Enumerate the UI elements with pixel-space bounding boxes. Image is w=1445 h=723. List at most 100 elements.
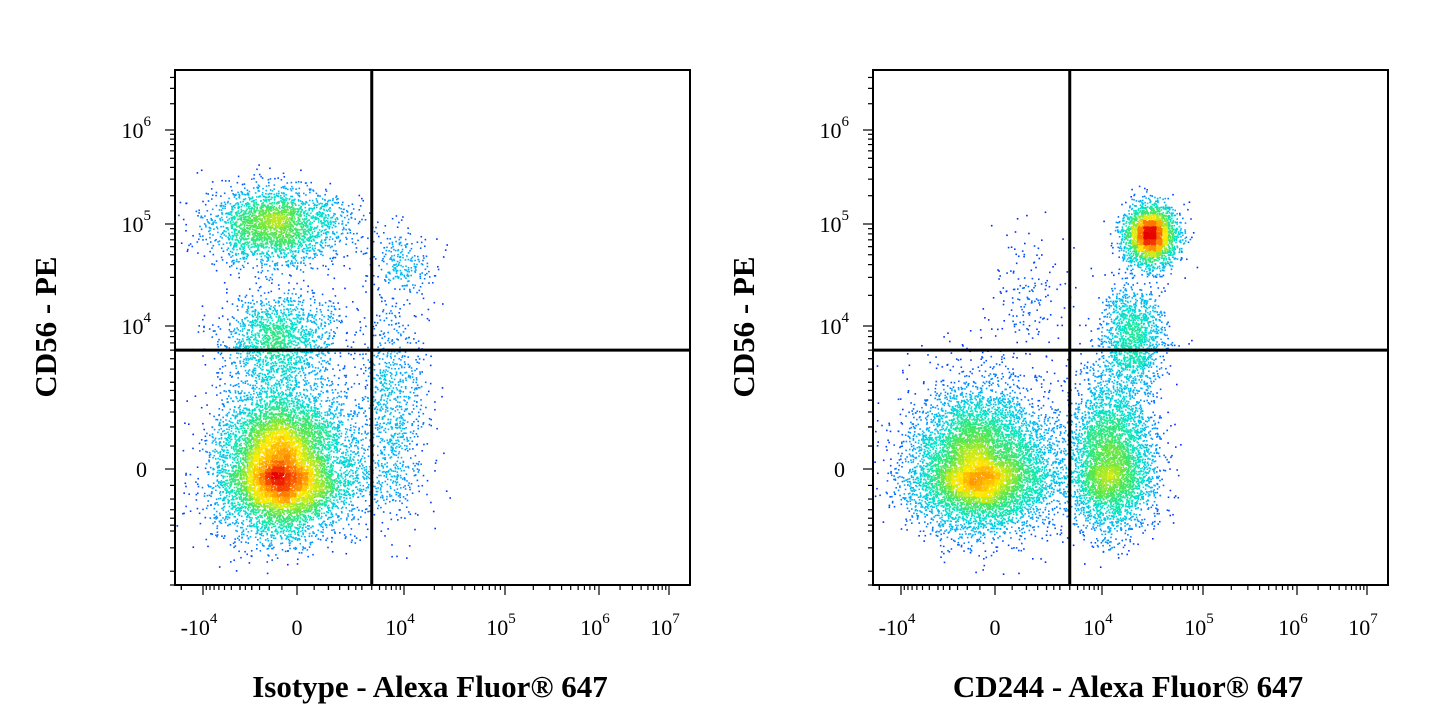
event-dot xyxy=(388,422,391,425)
event-dot xyxy=(292,253,294,255)
event-dot xyxy=(417,340,420,342)
event-dot xyxy=(378,363,381,365)
event-dot xyxy=(234,415,237,418)
event-dot xyxy=(220,474,223,477)
event-dot xyxy=(304,529,306,532)
event-dot xyxy=(251,411,253,413)
event-dot xyxy=(323,219,325,221)
event-dot xyxy=(412,287,415,289)
event-dot xyxy=(379,408,381,411)
event-dot xyxy=(294,262,296,264)
event-dot xyxy=(254,372,257,374)
event-dot xyxy=(404,338,407,340)
event-dot xyxy=(320,323,323,326)
event-dot xyxy=(357,448,359,450)
event-dot xyxy=(207,473,210,476)
event-dot xyxy=(286,376,288,378)
event-dot xyxy=(294,533,297,535)
event-dot xyxy=(220,225,222,228)
event-dot xyxy=(281,273,283,275)
event-dot xyxy=(351,203,354,205)
event-dot xyxy=(228,523,230,526)
event-dot xyxy=(319,403,322,405)
event-dot xyxy=(345,497,348,500)
event-dot xyxy=(340,421,342,424)
event-dot xyxy=(327,546,329,549)
event-dot xyxy=(276,390,278,392)
event-dot xyxy=(326,505,329,508)
event-dot xyxy=(403,410,406,412)
event-dot xyxy=(256,523,258,526)
event-dot xyxy=(299,538,301,541)
event-dot xyxy=(386,471,388,473)
event-dot xyxy=(332,257,334,260)
event-dot xyxy=(239,397,242,399)
event-dot xyxy=(321,386,323,388)
event-dot xyxy=(413,338,415,340)
event-dot xyxy=(326,511,328,513)
event-dot xyxy=(395,387,398,389)
event-dot xyxy=(330,310,333,313)
event-dot xyxy=(218,438,220,440)
event-dot xyxy=(283,366,286,368)
event-dot xyxy=(260,399,263,401)
event-dot xyxy=(212,440,214,442)
event-dot xyxy=(227,440,229,442)
event-dot xyxy=(301,357,304,359)
event-dot xyxy=(350,469,352,471)
event-dot xyxy=(394,305,397,308)
event-dot xyxy=(264,374,267,376)
event-dot xyxy=(404,408,407,410)
event-dot xyxy=(311,357,314,360)
event-dot xyxy=(243,258,245,260)
event-dot xyxy=(260,300,262,302)
event-dot xyxy=(225,227,228,229)
event-dot xyxy=(222,403,225,406)
event-dot xyxy=(213,263,216,266)
event-dot xyxy=(302,372,305,374)
event-dot xyxy=(195,210,198,213)
event-dot xyxy=(329,236,332,238)
event-dot xyxy=(296,321,299,323)
event-dot xyxy=(355,331,357,334)
event-dot xyxy=(211,433,214,435)
event-dot xyxy=(282,377,284,380)
event-dot xyxy=(243,358,245,361)
event-dot xyxy=(327,305,330,308)
event-dot xyxy=(333,445,336,448)
event-dot xyxy=(275,301,277,304)
event-dot xyxy=(243,395,245,398)
event-dot xyxy=(238,295,241,297)
event-dot xyxy=(418,358,421,360)
event-dot xyxy=(213,514,216,516)
event-dot xyxy=(365,466,367,468)
event-dot xyxy=(397,401,399,403)
event-dot xyxy=(256,544,258,546)
event-dot xyxy=(403,422,405,425)
event-dot xyxy=(244,317,246,320)
event-dot xyxy=(395,439,397,442)
event-dot xyxy=(235,529,237,532)
event-dot xyxy=(236,181,239,184)
event-dot xyxy=(397,475,399,477)
event-dot xyxy=(237,392,240,395)
event-dot xyxy=(256,548,258,550)
event-dot xyxy=(327,396,329,399)
event-dot xyxy=(227,336,230,339)
event-dot xyxy=(421,313,423,316)
event-dot xyxy=(363,457,366,459)
event-dot xyxy=(428,270,430,273)
event-dot xyxy=(305,255,308,258)
event-dot xyxy=(373,444,375,446)
event-dot xyxy=(364,369,367,372)
event-dot xyxy=(380,377,382,380)
event-dot xyxy=(215,515,218,518)
event-dot xyxy=(421,371,423,373)
event-dot xyxy=(238,428,240,431)
event-dot xyxy=(307,240,310,242)
event-dot xyxy=(273,370,276,373)
event-dot xyxy=(223,461,225,464)
event-dot xyxy=(368,470,370,473)
event-dot xyxy=(271,282,273,284)
event-dot xyxy=(269,192,271,195)
